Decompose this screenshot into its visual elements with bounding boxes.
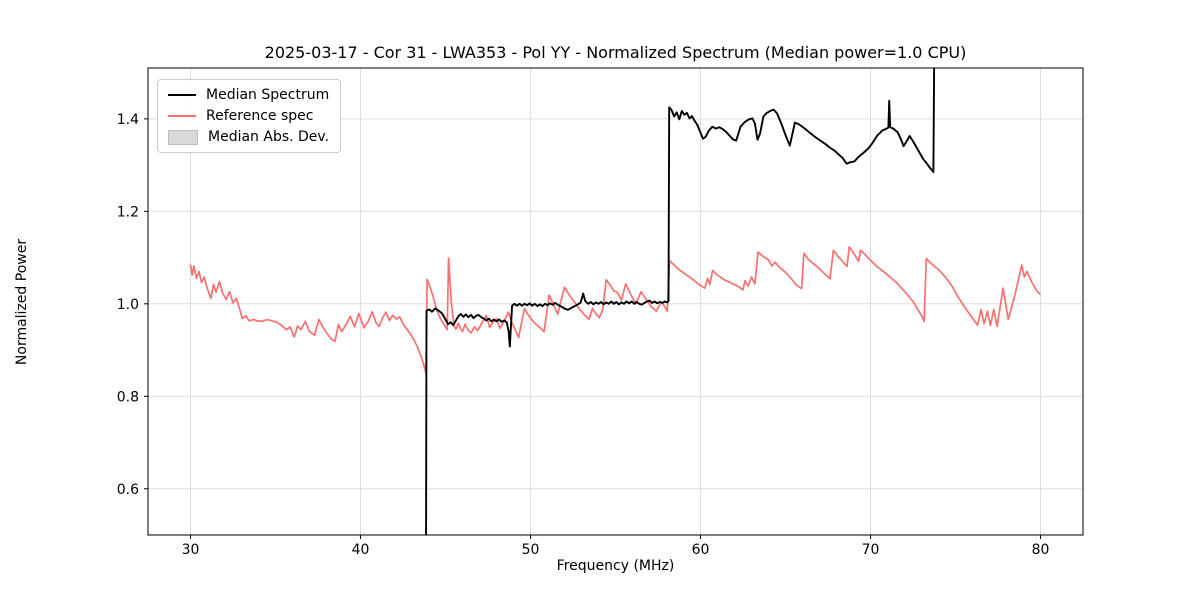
median-abs-dev-patch-swatch [168,129,198,145]
svg-text:50: 50 [522,542,540,558]
legend-label-median-abs-dev: Median Abs. Dev. [208,129,330,145]
svg-text:0.8: 0.8 [117,389,139,405]
svg-text:1.4: 1.4 [117,112,139,128]
y-axis-label: Normalized Power [14,238,30,366]
legend-label-median-spectrum: Median Spectrum [206,87,330,103]
svg-text:60: 60 [692,542,710,558]
legend-item-median-abs-dev: Median Abs. Dev. [168,129,329,145]
reference-spec-line-swatch [168,115,196,117]
svg-text:30: 30 [182,542,200,558]
svg-text:80: 80 [1032,542,1050,558]
svg-text:40: 40 [352,542,370,558]
legend-item-reference-spec: Reference spec [168,108,329,124]
median-spectrum-line-swatch [168,94,196,96]
svg-text:70: 70 [862,542,880,558]
legend: Median Spectrum Reference spec Median Ab… [157,79,342,153]
legend-item-median-spectrum: Median Spectrum [168,87,329,103]
chart-title: 2025-03-17 - Cor 31 - LWA353 - Pol YY - … [264,43,967,62]
svg-text:0.6: 0.6 [117,482,139,498]
legend-label-reference-spec: Reference spec [206,108,314,124]
svg-text:1.0: 1.0 [117,297,139,313]
x-axis-label: Frequency (MHz) [556,558,675,574]
svg-text:1.2: 1.2 [117,204,139,220]
